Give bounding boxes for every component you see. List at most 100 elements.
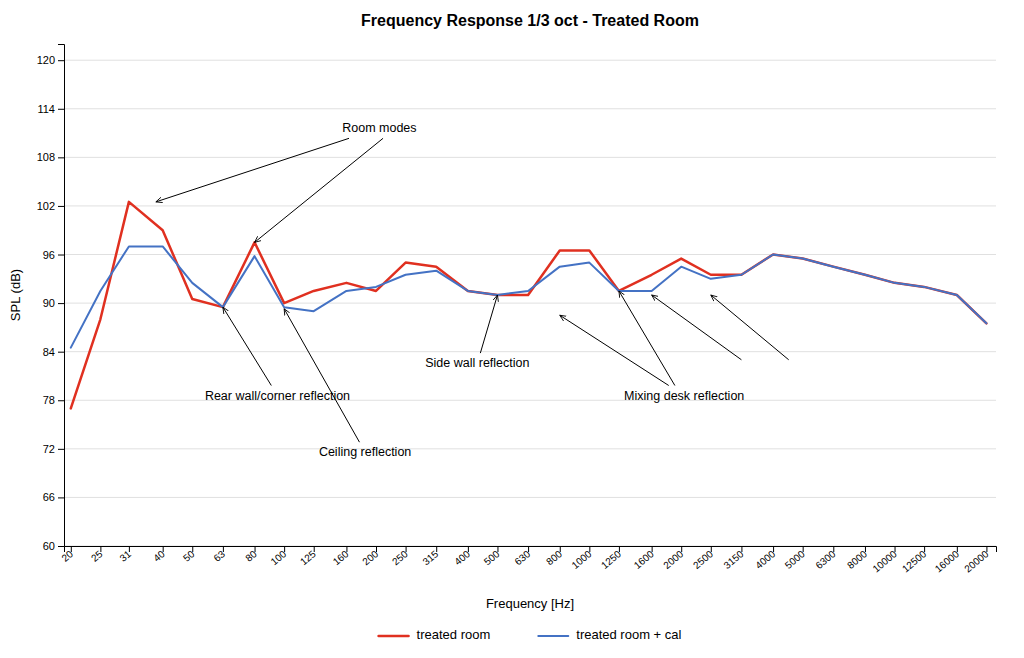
y-axis-line (58, 45, 65, 547)
y-axis-title: SPL (dB) (8, 269, 23, 321)
x-tick: 1000 (569, 546, 593, 571)
x-tick: 50 (181, 546, 197, 564)
x-tick-mark (833, 546, 834, 552)
x-tick-label: 1600 (632, 548, 656, 571)
x-tick: 400 (452, 546, 472, 567)
x-tick: 63 (211, 546, 227, 564)
grid-line (64, 497, 996, 498)
legend-swatch (538, 635, 568, 637)
y-tick-mark (58, 157, 64, 158)
x-tick-label: 8000 (845, 548, 869, 571)
y-tick: 108 (37, 151, 64, 163)
grid-line (64, 108, 996, 109)
x-tick-label: 50 (181, 548, 197, 564)
y-tick: 72 (43, 443, 64, 455)
grid-line (64, 60, 996, 61)
x-tick: 10000 (870, 546, 899, 574)
y-axis: 60667278849096102108114120 (37, 45, 65, 553)
x-tick-mark (255, 546, 256, 552)
y-tick: 120 (37, 54, 64, 66)
x-tick: 12500 (900, 546, 929, 574)
y-tick-label: 108 (37, 151, 55, 163)
x-tick-label: 40 (151, 548, 167, 564)
annotation-arrow (652, 295, 742, 360)
x-tick-label: 160 (331, 548, 351, 567)
x-tick-mark (803, 546, 804, 552)
y-tick-mark (58, 400, 64, 401)
x-tick-label: 100 (268, 548, 288, 567)
x-tick-label: 2000 (661, 548, 685, 571)
x-tick: 4000 (753, 546, 777, 571)
x-tick-mark (619, 546, 620, 552)
x-tick: 125 (298, 546, 318, 567)
y-tick: 90 (43, 297, 64, 309)
annotation-text: Rear wall/corner reflection (205, 389, 350, 403)
x-tick: 160 (331, 546, 351, 567)
x-tick-label: 630 (512, 548, 532, 567)
series-group (71, 202, 987, 408)
y-tick-label: 84 (43, 346, 55, 358)
y-tick: 102 (37, 200, 64, 212)
x-tick-mark (192, 546, 193, 552)
x-tick: 1250 (599, 546, 623, 571)
y-tick-label: 66 (43, 491, 55, 503)
x-tick-mark (957, 546, 958, 552)
legend-item: treated room (379, 627, 491, 642)
annotation-text: Ceiling reflection (319, 445, 411, 459)
legend-label: treated room (417, 627, 491, 642)
x-tick: 200 (360, 546, 380, 567)
x-tick: 2500 (691, 546, 715, 571)
y-tick-mark (58, 60, 64, 61)
x-axis-line (65, 547, 997, 553)
x-tick: 630 (512, 546, 532, 567)
x-tick-label: 125 (298, 548, 318, 567)
grid-line (64, 254, 996, 255)
x-tick-mark (589, 546, 590, 552)
x-tick-label: 16000 (933, 548, 962, 575)
legend-item: treated room + cal (538, 627, 681, 642)
x-tick-mark (865, 546, 866, 552)
legend-swatch (379, 635, 409, 638)
x-tick: 3150 (721, 546, 745, 571)
x-tick-label: 250 (390, 548, 410, 567)
x-tick-mark (314, 546, 315, 552)
y-tick: 60 (43, 540, 64, 552)
x-axis: 2025314050638010012516020025031540050063… (59, 546, 996, 574)
legend-label: treated room + cal (576, 627, 681, 642)
y-tick-mark (58, 303, 64, 304)
annotation: Rear wall/corner reflection (205, 307, 350, 402)
x-tick-mark (376, 546, 377, 552)
annotation: Side wall reflection (425, 295, 529, 370)
x-tick-label: 63 (211, 548, 227, 564)
grid-line (64, 351, 996, 352)
x-tick-mark (100, 546, 101, 552)
x-tick: 315 (421, 546, 441, 567)
x-tick: 16000 (933, 546, 962, 574)
annotation-text: Room modes (342, 121, 416, 135)
annotation-text: Side wall reflection (425, 356, 529, 370)
x-tick: 20000 (962, 546, 991, 574)
y-tick-mark (58, 206, 64, 207)
annotations: Room modes Rear wall/corner reflection Cei… (156, 121, 789, 459)
x-axis-title: Frequency [Hz] (486, 596, 574, 611)
x-tick: 20 (59, 546, 75, 564)
x-tick-label: 315 (421, 548, 441, 567)
x-tick: 800 (544, 546, 564, 567)
annotation-arrow (560, 315, 669, 385)
y-tick-label: 72 (43, 443, 55, 455)
x-tick-mark (163, 546, 164, 552)
y-tick-label: 78 (43, 394, 55, 406)
grid-line (64, 448, 996, 449)
x-tick: 25 (89, 546, 105, 564)
grid-line (64, 157, 996, 158)
x-tick-mark (284, 546, 285, 552)
x-tick-label: 80 (243, 548, 259, 564)
x-tick-mark (924, 546, 925, 552)
y-tick-mark (58, 352, 64, 353)
x-tick-mark (406, 546, 407, 552)
series-line (71, 202, 987, 408)
y-tick-label: 114 (37, 103, 55, 115)
annotation-arrow (480, 295, 497, 353)
x-tick-label: 5000 (783, 548, 807, 571)
y-tick-label: 60 (43, 540, 55, 552)
